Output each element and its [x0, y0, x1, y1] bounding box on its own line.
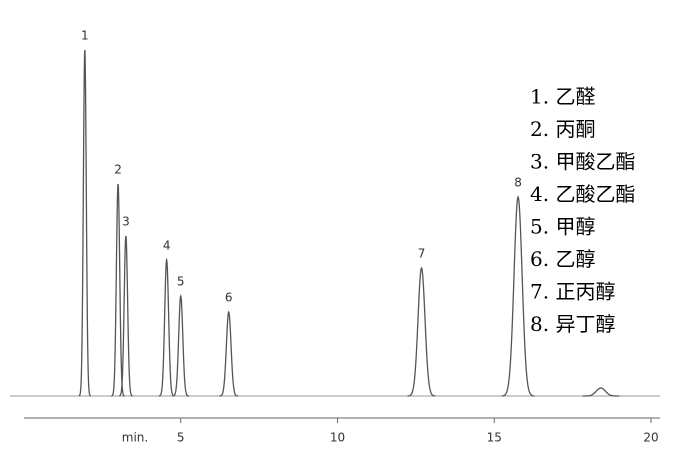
legend-entry: 1. 乙醛 — [530, 85, 595, 109]
peak-label: 1 — [81, 29, 89, 43]
peak-label: 6 — [225, 291, 233, 305]
x-tick-label: 15 — [487, 431, 502, 445]
peak — [172, 294, 189, 397]
peak-label: 5 — [177, 275, 185, 289]
legend-entry: 2. 丙酮 — [530, 117, 595, 141]
peak — [78, 49, 91, 397]
peak — [158, 257, 175, 397]
legend-entry: 6. 乙醇 — [530, 247, 595, 271]
peak-label: 2 — [114, 163, 122, 177]
peak — [118, 235, 133, 397]
x-axis-label: min. — [122, 431, 148, 445]
peak-label: 8 — [514, 176, 522, 190]
x-tick-label: 5 — [177, 431, 185, 445]
legend-entry: 5. 甲醇 — [530, 215, 595, 239]
peak-label: 7 — [418, 247, 426, 261]
peak — [501, 195, 535, 397]
legend-entry: 8. 异丁醇 — [530, 312, 615, 336]
peak-label: 4 — [163, 239, 171, 253]
peak — [111, 183, 125, 397]
legend-entry: 3. 甲酸乙酯 — [530, 150, 635, 174]
legend-entry: 4. 乙酸乙酯 — [530, 182, 635, 206]
legend-entry: 7. 正丙醇 — [530, 280, 615, 304]
peak — [582, 387, 620, 397]
peak — [219, 310, 239, 397]
peak-label: 3 — [122, 215, 130, 229]
x-tick-label: 10 — [330, 431, 345, 445]
x-tick-label: 20 — [643, 431, 658, 445]
peak — [407, 266, 436, 397]
